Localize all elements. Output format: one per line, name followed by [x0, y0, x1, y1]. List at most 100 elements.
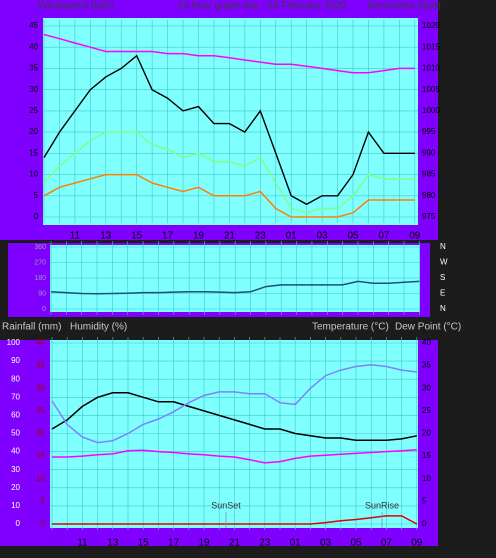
series-line [51, 363, 417, 444]
y-tick-label: 40 [422, 338, 431, 347]
y-tick-label: 10 [422, 474, 431, 483]
series-line [43, 173, 415, 218]
y-tick-label: N [440, 242, 446, 251]
y-tick-label: 40 [29, 42, 38, 51]
y-tick-label: 15 [29, 148, 38, 157]
y-tick-label: 90 [38, 290, 46, 297]
x-tick-label: 11 [70, 231, 81, 242]
x-tick-label: 09 [409, 231, 421, 242]
axis-label: Rainfall (mm) [2, 322, 61, 333]
x-tick-label: 03 [317, 231, 329, 242]
y-tick-label: 360 [34, 244, 46, 251]
y-tick-label: 100 [7, 338, 21, 347]
y-tick-label: 20 [29, 127, 38, 136]
axis-label: Humidity (%) [70, 322, 127, 333]
series-line [51, 392, 417, 442]
x-tick-label: 23 [255, 231, 267, 242]
series-line [43, 131, 415, 214]
y-tick-label: 15 [422, 451, 431, 460]
y-tick-label: 30 [29, 85, 38, 94]
x-tick-label: 03 [320, 538, 332, 549]
y-tick-label: 30 [11, 465, 20, 474]
y-tick-label: 1020 [422, 21, 440, 30]
y-tick-label: 10 [36, 474, 45, 483]
y-tick-label: N [440, 304, 446, 313]
x-tick-label: 19 [198, 538, 210, 549]
y-tick-label: 40 [36, 338, 45, 347]
y-tick-label: S [440, 273, 445, 282]
y-tick-label: 0 [41, 519, 46, 528]
x-tick-label: 21 [224, 231, 236, 242]
plot-area [50, 340, 418, 528]
y-tick-label: 10 [29, 170, 38, 179]
axis-label: Dew Point (°C) [395, 322, 461, 333]
y2-axis-label: Barometer (hpa) [368, 1, 441, 12]
x-tick-label: 15 [131, 231, 143, 242]
y-tick-label: 1005 [422, 85, 440, 94]
y-tick-label: 15 [36, 451, 45, 460]
axis-label: Temperature (°C) [312, 322, 389, 333]
y-tick-label: 25 [36, 406, 45, 415]
y-tick-label: E [440, 289, 445, 298]
y-tick-label: 995 [422, 127, 436, 136]
x-tick-label: 07 [378, 231, 390, 242]
y-tick-label: 25 [29, 106, 38, 115]
y-tick-label: 985 [422, 170, 436, 179]
y-tick-label: W [440, 258, 448, 267]
series-line [52, 515, 418, 525]
annotation: SunSet [211, 500, 241, 510]
annotation: SunRise [365, 500, 399, 510]
chart-title: 24 hour graph day : 09 February 2020 [178, 1, 347, 12]
y-tick-label: 80 [11, 374, 20, 383]
y-axis-label: Windspeed (kph) [38, 1, 114, 12]
y-tick-label: 0 [34, 212, 39, 221]
y-tick-label: 5 [41, 496, 46, 505]
y-tick-label: 30 [36, 383, 45, 392]
y-tick-label: 5 [422, 496, 427, 505]
y-tick-label: 270 [34, 259, 46, 266]
x-tick-label: 19 [193, 231, 205, 242]
y-tick-label: 0 [422, 519, 427, 528]
series-line [52, 449, 417, 464]
x-tick-label: 09 [411, 538, 423, 549]
x-tick-label: 05 [347, 231, 359, 242]
y-tick-label: 45 [29, 21, 38, 30]
x-tick-label: 15 [138, 538, 150, 549]
y-tick-label: 1015 [422, 42, 440, 51]
y-tick-label: 5 [34, 191, 39, 200]
y-tick-label: 0 [42, 306, 46, 313]
series-line [50, 280, 420, 295]
x-tick-label: 11 [77, 538, 88, 549]
y-tick-label: 35 [422, 361, 431, 370]
y-tick-label: 70 [11, 392, 20, 401]
x-tick-label: 17 [168, 538, 180, 549]
x-tick-label: 07 [381, 538, 393, 549]
y-tick-label: 90 [11, 356, 20, 365]
y-tick-label: 180 [34, 275, 46, 282]
y-tick-label: 30 [422, 383, 431, 392]
x-tick-label: 05 [350, 538, 362, 549]
y-tick-label: 20 [36, 429, 45, 438]
y-tick-label: 1010 [422, 64, 440, 73]
x-tick-label: 21 [229, 538, 241, 549]
x-tick-label: 17 [162, 231, 174, 242]
x-tick-label: 01 [290, 538, 302, 549]
x-tick-label: 13 [100, 231, 112, 242]
x-tick-label: 01 [286, 231, 298, 242]
series-line [43, 54, 415, 206]
y-tick-label: 20 [11, 483, 20, 492]
y-tick-label: 1000 [422, 106, 440, 115]
y-tick-label: 35 [36, 361, 45, 370]
y-tick-label: 20 [422, 429, 431, 438]
y-tick-label: 40 [11, 447, 20, 456]
y-tick-label: 35 [29, 64, 38, 73]
y-tick-label: 980 [422, 191, 436, 200]
y-tick-label: 990 [422, 148, 436, 157]
y-tick-label: 975 [422, 212, 436, 221]
y-tick-label: 60 [11, 411, 20, 420]
series-line [43, 33, 415, 74]
x-tick-label: 13 [107, 538, 119, 549]
x-tick-label: 23 [259, 538, 271, 549]
y-tick-label: 25 [422, 406, 431, 415]
